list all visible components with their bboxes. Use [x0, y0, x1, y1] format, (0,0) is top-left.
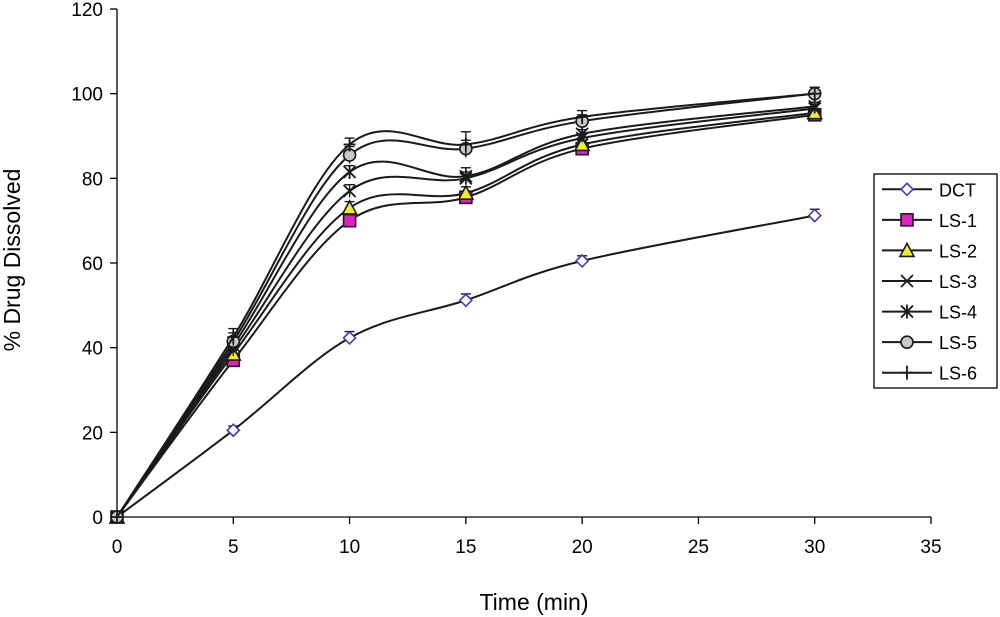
- marker-square: [342, 213, 357, 228]
- x-tick-label: 35: [920, 537, 941, 558]
- marker-plus: [901, 365, 913, 380]
- x-tick-label: 20: [572, 537, 593, 558]
- y-tick-label: 60: [82, 254, 103, 275]
- y-tick-label: 100: [71, 85, 103, 106]
- legend-label: LS-3: [939, 272, 977, 292]
- legend-item-ls-1: LS-1: [882, 211, 977, 231]
- marker-diamond: [899, 182, 915, 197]
- marker-asterisk: [808, 99, 822, 114]
- marker-diamond: [807, 208, 822, 223]
- marker-plus: [111, 510, 123, 524]
- marker-triangle: [457, 184, 475, 200]
- marker-triangle: [573, 135, 591, 152]
- marker-asterisk: [900, 304, 914, 319]
- series-line: [116, 92, 815, 518]
- x-axis-title: Time (min): [479, 589, 588, 615]
- marker-plus: [459, 137, 472, 152]
- legend-item-dct: DCT: [882, 180, 976, 200]
- x-axis: 0 5 10 15 20 25 30 35: [112, 516, 942, 558]
- series-line: [116, 113, 815, 518]
- x-tick-label: 15: [455, 537, 476, 558]
- marker-diamond: [226, 423, 241, 438]
- y-tick-label: 80: [82, 169, 103, 190]
- series-line: [116, 92, 815, 518]
- marker-square: [900, 213, 914, 227]
- legend-label: LS-5: [939, 333, 977, 353]
- legend-item-ls-6: LS-6: [882, 364, 977, 384]
- series-plot-area: [108, 86, 824, 525]
- legend: DCT LS-1 LS-2 LS-3 LS-4 LS-5 LS-6: [873, 173, 998, 389]
- marker-triangle: [898, 241, 916, 258]
- marker-x: [900, 274, 914, 288]
- legend-label: DCT: [939, 180, 976, 200]
- marker-asterisk: [459, 169, 473, 184]
- marker-asterisk: [342, 164, 357, 179]
- series-line: [116, 105, 815, 518]
- legend-item-ls-5: LS-5: [882, 333, 977, 353]
- x-tick-label: 0: [112, 537, 123, 558]
- marker-diamond: [342, 330, 357, 346]
- series-line: [116, 111, 815, 518]
- y-tick-label: 0: [92, 508, 103, 529]
- marker-circle: [900, 335, 914, 349]
- legend-item-ls-2: LS-2: [882, 241, 977, 261]
- legend-item-ls-4: LS-4: [882, 303, 977, 323]
- marker-plus: [227, 330, 240, 345]
- legend-item-ls-3: LS-3: [882, 272, 977, 292]
- marker-plus: [343, 137, 356, 152]
- legend-label: LS-6: [939, 364, 977, 384]
- marker-plus: [576, 109, 589, 124]
- legend-label: LS-2: [939, 241, 977, 261]
- x-tick-label: 25: [688, 537, 709, 558]
- legend-label: LS-4: [939, 303, 977, 323]
- marker-diamond: [575, 253, 590, 269]
- marker-asterisk: [575, 126, 589, 141]
- series-ls-3: [110, 101, 822, 524]
- y-axis: 0 20 40 60 80 100 120: [71, 0, 118, 529]
- y-tick-label: 20: [82, 423, 103, 444]
- y-axis-title: % Drug Dissolved: [0, 169, 25, 352]
- x-tick-label: 5: [228, 537, 239, 558]
- y-tick-label: 120: [71, 0, 103, 21]
- y-tick-label: 40: [82, 339, 103, 360]
- marker-plus: [808, 86, 821, 101]
- marker-diamond: [458, 293, 473, 308]
- marker-triangle: [341, 199, 358, 215]
- legend-label: LS-1: [939, 211, 977, 231]
- series-line: [116, 214, 815, 518]
- x-tick-label: 10: [339, 537, 360, 558]
- marker-x: [342, 184, 357, 198]
- series-ls-4: [110, 99, 822, 524]
- x-tick-label: 30: [804, 537, 825, 558]
- series-ls-6: [111, 86, 821, 524]
- series-line: [116, 107, 815, 518]
